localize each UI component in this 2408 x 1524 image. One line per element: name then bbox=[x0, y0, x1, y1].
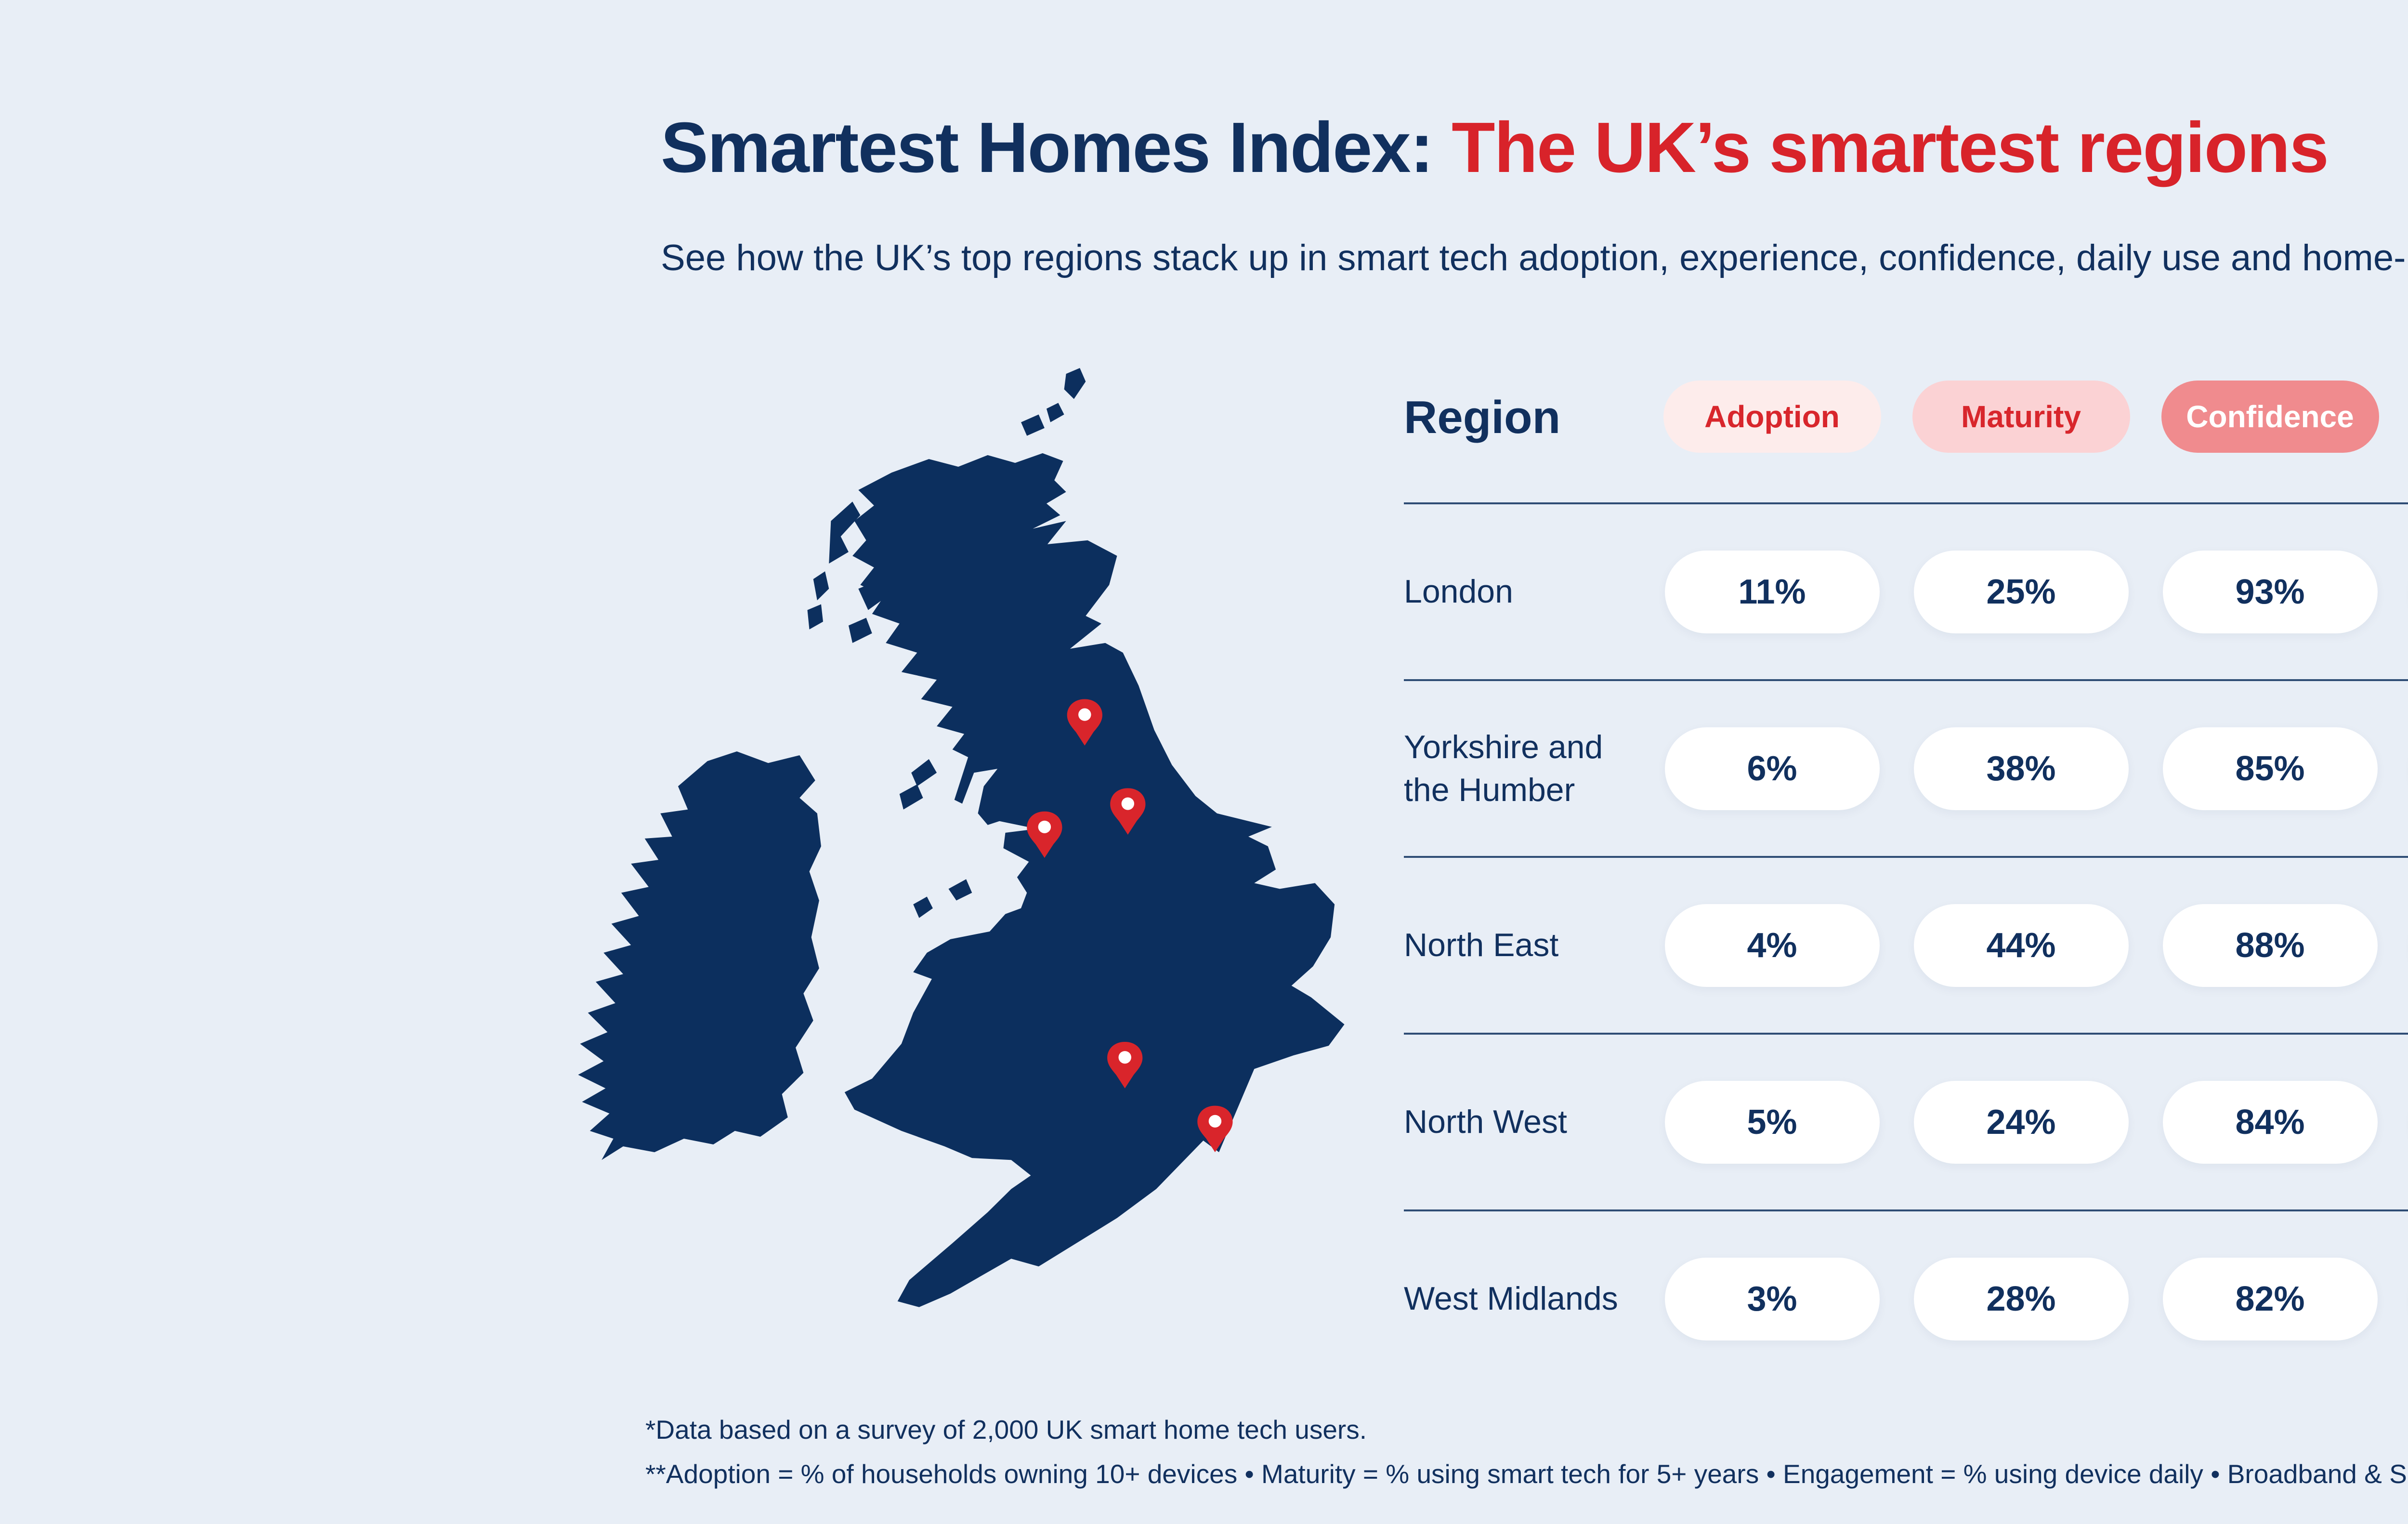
value-pill: 88% bbox=[2162, 904, 2378, 987]
value-pill: 11% bbox=[1664, 550, 1880, 633]
page-title: Smartest Homes Index: The UK’s smartest … bbox=[661, 107, 2329, 189]
footnote-definitions: **Adoption = % of households owning 10+ … bbox=[645, 1459, 2408, 1489]
table-row-north-east: North East 4% 44% 88% 42% 86.2% 68% bbox=[1404, 856, 2408, 1033]
column-pill-confidence: Confidence bbox=[2161, 381, 2379, 453]
table-row-london: London 11% 25% 93% 40% 89.6% 60% bbox=[1404, 502, 2408, 679]
region-name: Yorkshire and the Humber bbox=[1404, 729, 1603, 808]
value-pill: 28% bbox=[1913, 1257, 2129, 1340]
region-name: North East bbox=[1404, 927, 1559, 964]
orkney-islands bbox=[1021, 403, 1064, 436]
hebrides-islands bbox=[807, 501, 937, 810]
page-title-highlight: The UK’s smartest regions bbox=[1452, 108, 2329, 187]
value-pill: 24% bbox=[1913, 1080, 2129, 1164]
region-name: North West bbox=[1404, 1104, 1567, 1141]
value-pill: 93% bbox=[2162, 550, 2378, 633]
value-pill: 84% bbox=[2162, 1080, 2378, 1164]
anglesey-island bbox=[948, 879, 972, 901]
column-pill-maturity: Maturity bbox=[1912, 381, 2130, 453]
table-row-north-west: North West 5% 24% 84% 41% 88.1% 68% bbox=[1404, 1033, 2408, 1209]
value-pill: 44% bbox=[1913, 904, 2129, 987]
column-pill-adoption: Adoption bbox=[1663, 381, 1881, 453]
value-pill: 85% bbox=[2162, 727, 2378, 810]
isle-of-man bbox=[913, 896, 933, 918]
ireland-silhouette bbox=[578, 751, 821, 1160]
great-britain-silhouette bbox=[844, 453, 1345, 1307]
map-pin bbox=[1197, 1105, 1233, 1153]
uk-map bbox=[578, 368, 1345, 1307]
shetland-islands bbox=[1064, 368, 1086, 399]
value-pill: 38% bbox=[1913, 727, 2129, 810]
value-pill: 6% bbox=[1664, 727, 1880, 810]
table-row-west-midlands: West Midlands 3% 28% 82% 33% 88.2% 68% bbox=[1404, 1209, 2408, 1386]
region-name: West Midlands bbox=[1404, 1280, 1618, 1317]
page-title-primary: Smartest Homes Index: bbox=[661, 108, 1452, 187]
table-header-row: Region Adoption Maturity Confidence Enga… bbox=[1404, 381, 2408, 502]
region-name: London bbox=[1404, 573, 1513, 610]
page-subtitle: See how the UK’s top regions stack up in… bbox=[661, 237, 2408, 278]
value-pill: 4% bbox=[1664, 904, 1880, 987]
regions-table: Region Adoption Maturity Confidence Enga… bbox=[1404, 381, 2408, 1386]
value-pill: 25% bbox=[1913, 550, 2129, 633]
value-pill: 3% bbox=[1664, 1257, 1880, 1340]
value-pill: 82% bbox=[2162, 1257, 2378, 1340]
region-column-header: Region bbox=[1404, 392, 1561, 443]
footnote-survey: *Data based on a survey of 2,000 UK smar… bbox=[645, 1415, 1367, 1445]
table-row-yorkshire: Yorkshire and the Humber 6% 38% 85% 42% … bbox=[1404, 679, 2408, 856]
value-pill: 5% bbox=[1664, 1080, 1880, 1164]
